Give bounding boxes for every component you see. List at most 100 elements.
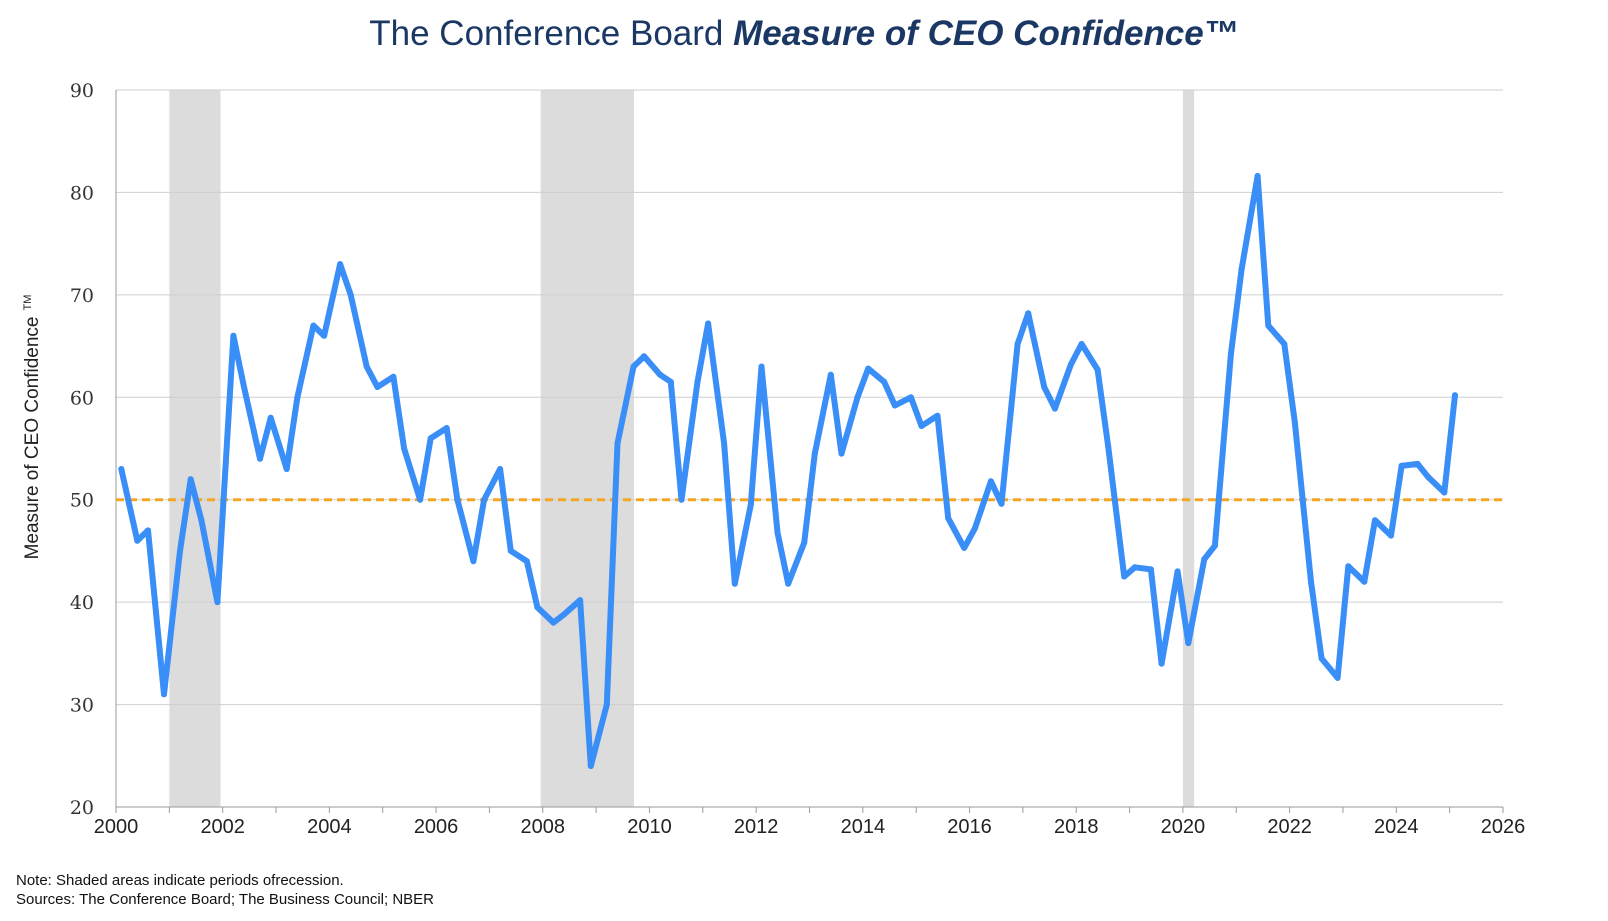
x-tick-label-2018: 2018 <box>1054 816 1099 838</box>
data-point-17 <box>337 261 344 268</box>
data-point-42 <box>667 378 674 385</box>
y-tick-label-90: 90 <box>70 80 94 102</box>
data-point-5 <box>177 547 183 554</box>
note-text: Note: Shaded areas indicate periods ofre… <box>16 872 344 889</box>
data-point-72 <box>1067 361 1074 368</box>
data-point-47 <box>731 580 738 587</box>
data-point-65 <box>971 525 978 532</box>
sources-text: Sources: The Conference Board; The Busin… <box>16 891 434 908</box>
data-point-63 <box>945 515 952 522</box>
data-point-6 <box>187 476 194 483</box>
data-point-91 <box>1318 655 1325 662</box>
data-point-12 <box>267 414 274 421</box>
recession-band-3 <box>1182 90 1195 807</box>
y-tick-label-30: 30 <box>70 695 94 717</box>
data-point-78 <box>1147 566 1154 573</box>
data-point-49 <box>758 363 765 370</box>
y-tick-label-20: 20 <box>70 797 94 819</box>
data-point-32 <box>534 604 541 611</box>
chart-title: The Conference Board Measure of CEO Conf… <box>0 14 1608 54</box>
data-point-33 <box>550 619 557 626</box>
data-point-8 <box>214 599 221 606</box>
data-point-84 <box>1227 351 1234 358</box>
data-point-88 <box>1281 341 1288 347</box>
data-point-25 <box>443 425 450 431</box>
data-point-30 <box>507 547 514 554</box>
data-point-51 <box>785 580 792 587</box>
data-point-39 <box>630 363 637 370</box>
x-tick-label-2020: 2020 <box>1161 816 1206 838</box>
data-point-48 <box>747 501 754 508</box>
data-point-100 <box>1441 489 1448 496</box>
data-point-94 <box>1361 578 1368 585</box>
y-tick-label-60: 60 <box>70 387 94 409</box>
data-point-55 <box>838 450 845 457</box>
x-tick-label-2012: 2012 <box>734 816 779 838</box>
data-point-81 <box>1185 640 1192 647</box>
data-point-1 <box>118 466 125 472</box>
recession-band-1 <box>169 90 221 807</box>
y-tick-label-80: 80 <box>70 182 94 204</box>
data-point-27 <box>470 558 477 565</box>
data-point-50 <box>774 529 781 536</box>
data-point-60 <box>907 394 914 401</box>
data-point-24 <box>427 435 434 442</box>
data-point-21 <box>390 373 397 380</box>
data-point-96 <box>1388 532 1394 539</box>
data-point-38 <box>614 440 621 447</box>
data-point-90 <box>1308 578 1314 585</box>
data-point-69 <box>1025 310 1032 317</box>
series-line-1 <box>118 173 1458 769</box>
data-point-37 <box>603 701 610 708</box>
data-point-41 <box>657 371 664 378</box>
data-point-71 <box>1051 405 1058 412</box>
data-point-98 <box>1414 460 1421 467</box>
data-point-76 <box>1121 573 1128 580</box>
data-point-73 <box>1078 341 1085 347</box>
data-point-40 <box>641 353 648 360</box>
data-point-59 <box>891 402 898 409</box>
data-point-14 <box>294 394 301 401</box>
data-point-20 <box>374 384 381 390</box>
data-point-85 <box>1238 266 1245 273</box>
data-point-97 <box>1398 462 1405 469</box>
data-point-19 <box>363 363 370 370</box>
data-point-36 <box>587 763 594 769</box>
data-point-52 <box>801 539 808 546</box>
data-point-4 <box>161 691 167 698</box>
data-point-62 <box>934 412 941 419</box>
data-point-2 <box>134 537 141 544</box>
y-tick-label-70: 70 <box>70 285 94 307</box>
data-point-80 <box>1174 568 1181 575</box>
data-point-61 <box>918 423 925 429</box>
data-point-43 <box>678 496 685 503</box>
data-point-83 <box>1211 542 1218 549</box>
data-point-87 <box>1265 322 1272 329</box>
data-point-56 <box>854 394 861 401</box>
data-point-16 <box>321 332 328 339</box>
data-point-34 <box>561 611 568 618</box>
data-point-31 <box>523 558 530 565</box>
data-point-79 <box>1158 660 1165 667</box>
data-point-23 <box>417 496 424 503</box>
x-tick-label-2026: 2026 <box>1481 816 1526 838</box>
data-point-18 <box>347 291 354 298</box>
data-point-10 <box>241 384 247 390</box>
data-point-15 <box>310 322 317 329</box>
data-point-58 <box>881 378 888 385</box>
data-point-26 <box>454 496 461 503</box>
data-point-99 <box>1425 474 1432 481</box>
data-point-70 <box>1041 384 1048 390</box>
x-tick-label-2002: 2002 <box>200 816 245 838</box>
chart-title-plain: The Conference Board <box>369 14 734 53</box>
data-point-93 <box>1345 563 1352 570</box>
data-point-35 <box>577 597 584 604</box>
data-point-66 <box>987 478 994 485</box>
data-point-11 <box>257 455 263 462</box>
x-tick-label-2024: 2024 <box>1374 816 1419 838</box>
data-point-82 <box>1201 556 1208 563</box>
data-point-22 <box>401 445 408 452</box>
recession-shading-group <box>169 90 1195 807</box>
data-point-44 <box>694 378 701 385</box>
